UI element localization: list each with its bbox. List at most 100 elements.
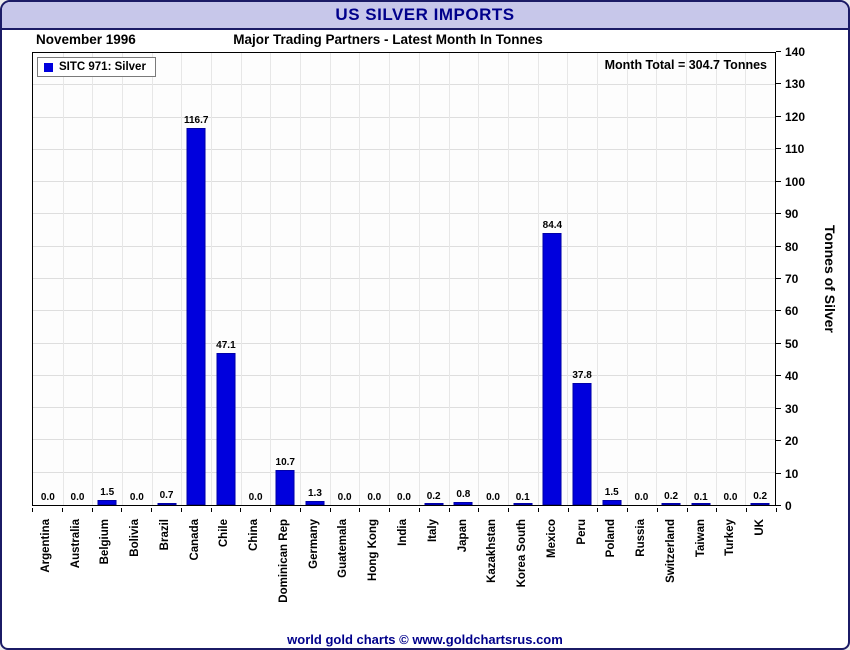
x-tick-label: Peru <box>575 519 588 545</box>
gridline-vertical <box>181 53 183 505</box>
bar-slot: 0.2 <box>656 53 686 505</box>
bar-slot: 0.2 <box>745 53 775 505</box>
gridline-vertical <box>507 53 509 505</box>
gridline-vertical <box>329 53 331 505</box>
y-tick-label: 120 <box>785 109 806 124</box>
bar <box>691 503 711 505</box>
y-tick-label: 10 <box>785 466 799 481</box>
bar <box>602 500 622 505</box>
x-tick-label: Bolivia <box>129 519 142 557</box>
x-tick-label: India <box>397 519 409 546</box>
y-tick-mark <box>776 375 781 377</box>
x-tick-label: Australia <box>69 519 82 569</box>
bar-slot: 0.0 <box>241 53 271 505</box>
x-tick-label: Canada <box>188 519 201 561</box>
gridline-horizontal <box>33 471 775 473</box>
period-label: November 1996 <box>36 32 136 47</box>
x-axis: Argentina Australia Belgium Bolivia Brazil Ca… <box>32 508 777 630</box>
x-tick-label: Taiwan <box>694 519 707 558</box>
y-tick-label: 0 <box>785 499 792 513</box>
legend-marker-icon <box>44 62 53 72</box>
bar <box>186 128 206 505</box>
gridline-horizontal <box>33 181 775 183</box>
y-tick-mark <box>776 51 781 52</box>
y-tick-mark <box>776 148 781 150</box>
gridline-horizontal <box>33 278 775 279</box>
bar-slot: 0.0 <box>63 53 93 505</box>
bar-slot: 1.3 <box>300 53 330 505</box>
y-tick-label: 110 <box>785 142 805 157</box>
x-tick-mark <box>121 508 123 512</box>
bar-slot: 0.1 <box>686 53 716 505</box>
x-tick-mark <box>32 508 33 512</box>
bar-slot: 37.8 <box>567 53 597 505</box>
bar <box>157 502 177 505</box>
x-tick-mark <box>478 508 480 512</box>
x-tick-mark <box>627 508 629 512</box>
x-tick-mark <box>686 508 688 512</box>
bar-slot: 0.0 <box>33 53 63 505</box>
bar-value-label: 0.0 <box>70 492 85 503</box>
bar-value-label: 0.0 <box>248 492 263 503</box>
x-tick-label: Japan <box>456 519 469 553</box>
bar-value-label: 0.0 <box>337 492 352 503</box>
y-axis: 0 10 20 30 40 50 60 70 80 90 100 110 120 130 140 <box>776 45 822 513</box>
bar-slot: 0.0 <box>330 53 360 505</box>
gridline-vertical <box>537 53 539 505</box>
gridline-vertical <box>92 53 94 505</box>
y-tick-mark <box>776 180 781 182</box>
gridline-vertical <box>240 53 242 505</box>
gridline-vertical <box>715 53 717 505</box>
gridline-vertical <box>626 53 628 505</box>
bar-value-label: 0.0 <box>486 492 500 503</box>
bar-slot: 1.5 <box>597 53 627 505</box>
y-tick-label: 130 <box>785 77 806 92</box>
bar <box>750 503 770 505</box>
gridline-vertical <box>745 53 747 505</box>
bar-slot: 47.1 <box>211 53 241 505</box>
x-tick-mark <box>240 508 242 512</box>
gridline-vertical <box>151 53 153 505</box>
x-tick-mark <box>299 508 301 512</box>
x-tick-label: Argentina <box>39 519 52 573</box>
y-tick-mark <box>776 83 781 85</box>
bar <box>572 382 592 505</box>
bar-slot: 0.0 <box>359 53 389 505</box>
bar-slot: 0.0 <box>122 53 152 505</box>
bar <box>424 503 444 505</box>
bar-value-label: 0.2 <box>426 491 441 503</box>
x-tick-mark <box>91 508 93 512</box>
bar-value-label: 0.7 <box>159 489 174 501</box>
x-tick-mark <box>359 508 361 512</box>
gridline-horizontal <box>33 310 775 312</box>
gridline-horizontal <box>33 439 775 441</box>
gridline-horizontal <box>33 148 775 150</box>
x-tick-label: Turkey <box>724 519 737 556</box>
bar-value-label: 0.0 <box>634 492 649 503</box>
bar-slot: 0.0 <box>478 53 508 505</box>
gridline-vertical <box>418 53 420 505</box>
x-tick-mark <box>746 508 748 512</box>
bar-value-label: 47.1 <box>216 339 236 351</box>
x-tick-mark <box>597 508 599 512</box>
bar-slot: 10.7 <box>270 53 300 505</box>
bar <box>275 470 295 505</box>
bar <box>453 502 473 505</box>
bar-value-label: 0.0 <box>723 492 738 503</box>
x-tick-label: Belgium <box>99 519 112 565</box>
gridline-vertical <box>389 53 391 505</box>
x-tick-label: Germany <box>307 519 320 569</box>
bar-value-label: 0.2 <box>753 491 768 503</box>
x-tick-label: China <box>248 519 261 551</box>
y-tick-mark <box>776 213 781 215</box>
bar-slot: 0.0 <box>389 53 419 505</box>
bar-value-label: 1.5 <box>604 487 619 499</box>
x-tick-mark <box>508 508 510 512</box>
y-tick-label: 100 <box>785 174 806 189</box>
bar <box>542 232 562 505</box>
title-bar: US SILVER IMPORTS <box>2 2 848 30</box>
x-tick-label: Hong Kong <box>367 519 380 581</box>
gridline-vertical <box>656 53 658 505</box>
gridline-vertical <box>300 53 302 505</box>
